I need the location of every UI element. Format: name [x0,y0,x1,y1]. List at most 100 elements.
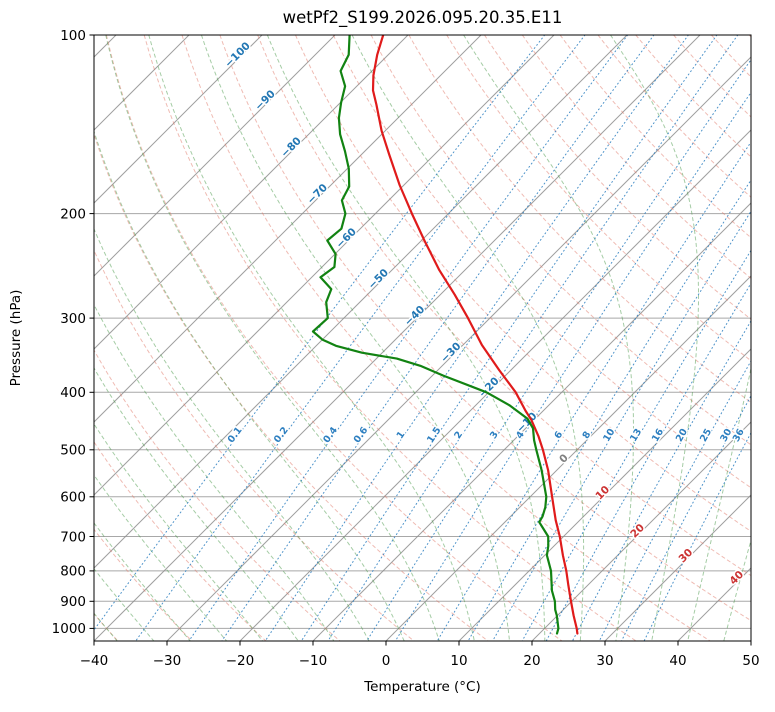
mixing-ratio-line [522,35,775,641]
dry-adiabat-line [296,35,775,641]
y-axis-label: Pressure (hPa) [8,290,24,387]
mixing-ratio-label: 0.4 [321,425,340,445]
x-tick-label: 40 [669,653,686,669]
isotherm-label: 30 [676,546,695,565]
mixing-ratio-line [468,35,775,641]
dry-adiabat-line [220,35,775,641]
chart-layers: −100−90−80−70−60−50−40−30−20−10010203040… [0,28,775,669]
dry-adiabat-line [485,35,775,641]
isotherm-line [532,35,775,641]
plot-border [94,35,751,641]
dry-adiabat-line [106,35,562,641]
isotherm-line [0,35,262,641]
dry-adiabat-line [409,35,775,641]
mixing-ratio-label: 3 [488,429,501,441]
moist-adiabat-line [11,35,334,641]
isotherm-label: 0 [557,452,571,466]
mixing-ratio-line [437,35,775,641]
y-tick-label: 700 [60,529,86,545]
dry-adiabat-line [522,35,775,641]
y-tick-label: 300 [60,311,86,327]
y-tick-label: 900 [60,594,86,610]
isotherm-line [678,35,775,641]
dry-adiabat-line [0,35,192,641]
isotherm-line [459,35,775,641]
dry-adiabat-line [711,35,775,641]
y-tick-label: 100 [60,28,86,44]
y-tick-label: 800 [60,564,86,580]
mixing-ratio-label: 16 [650,427,666,444]
mixing-ratio-line [86,35,545,641]
mixing-ratio-label: 20 [674,427,690,444]
moist-adiabat-line [688,35,775,641]
x-tick-label: −20 [226,653,255,669]
y-tick-label: 500 [60,443,86,459]
x-tick-label: 0 [382,653,391,669]
mixing-ratio-line [222,35,654,641]
y-tick-label: 600 [60,490,86,506]
x-tick-label: 50 [742,653,759,669]
moist-adiabats [0,35,775,641]
mixing-ratio-label: 8 [581,429,594,441]
moist-adiabat-line [70,35,405,641]
isotherm-label: −40 [402,303,427,328]
dry-adiabat-line [636,35,775,641]
mixing-ratio-lines [86,35,775,641]
isotherm-line [0,35,335,641]
isotherm-line [751,35,775,641]
dry-adiabat-line [447,35,775,641]
mixing-ratio-label: 6 [552,429,565,441]
dry-adiabat-line [31,35,414,641]
dry-adiabat-line [69,35,488,641]
mixing-ratio-label: 0.1 [226,425,245,445]
mixing-ratio-label: 25 [698,427,714,444]
dewpoint-line [313,35,558,634]
mixing-ratio-line [622,35,775,641]
isotherm-lines [0,35,775,641]
mixing-ratio-line [136,35,585,641]
x-tick-label: 30 [596,653,613,669]
mixing-ratio-label: 10 [601,426,617,443]
mixing-ratio-label: 0.2 [272,425,291,445]
x-tick-label: −40 [80,653,109,669]
moist-adiabat-line [0,35,227,641]
dry-adiabat-line [258,35,775,641]
isotherm-label: −80 [279,135,304,160]
moist-adiabat-line [724,35,775,641]
x-tick-label: 20 [523,653,540,669]
isotherm-label: −50 [366,267,391,292]
mixing-ratio-label: 36 [731,427,747,444]
isotherm-line [94,35,700,641]
isotherm-line [0,35,481,641]
isotherm-line [0,35,408,641]
moist-adiabat-line [0,35,190,641]
mixing-ratio-label: 0.6 [352,425,371,445]
chart-title: wetPf2_S199.2026.095.20.35.E11 [283,8,563,28]
mixing-ratio-label: 2 [452,429,465,441]
isotherm-label: 10 [593,484,612,503]
y-tick-label: 400 [60,385,86,401]
dry-adiabat-line [0,35,340,641]
mixing-ratio-label: 13 [628,427,644,444]
isotherm-label: −70 [305,182,330,207]
isotherm-label: 20 [628,522,647,541]
isotherm-label: −60 [334,226,359,251]
moist-adiabat-line [0,35,263,641]
dry-adiabat-line [749,35,775,641]
mixing-ratio-label: 1.5 [425,425,444,445]
mixing-ratio-line [301,35,717,641]
isotherm-label: −90 [253,88,278,113]
moist-adiabat-line [106,35,440,641]
x-axis-label: Temperature (°C) [363,679,481,695]
moist-adiabat-line [0,35,298,641]
x-tick-label: 10 [450,653,467,669]
dry-adiabat-line [560,35,775,641]
mixing-ratio-line [572,35,775,641]
x-tick-label: −10 [299,653,328,669]
mixing-ratio-line [493,35,775,641]
moist-adiabat-line [267,35,544,641]
